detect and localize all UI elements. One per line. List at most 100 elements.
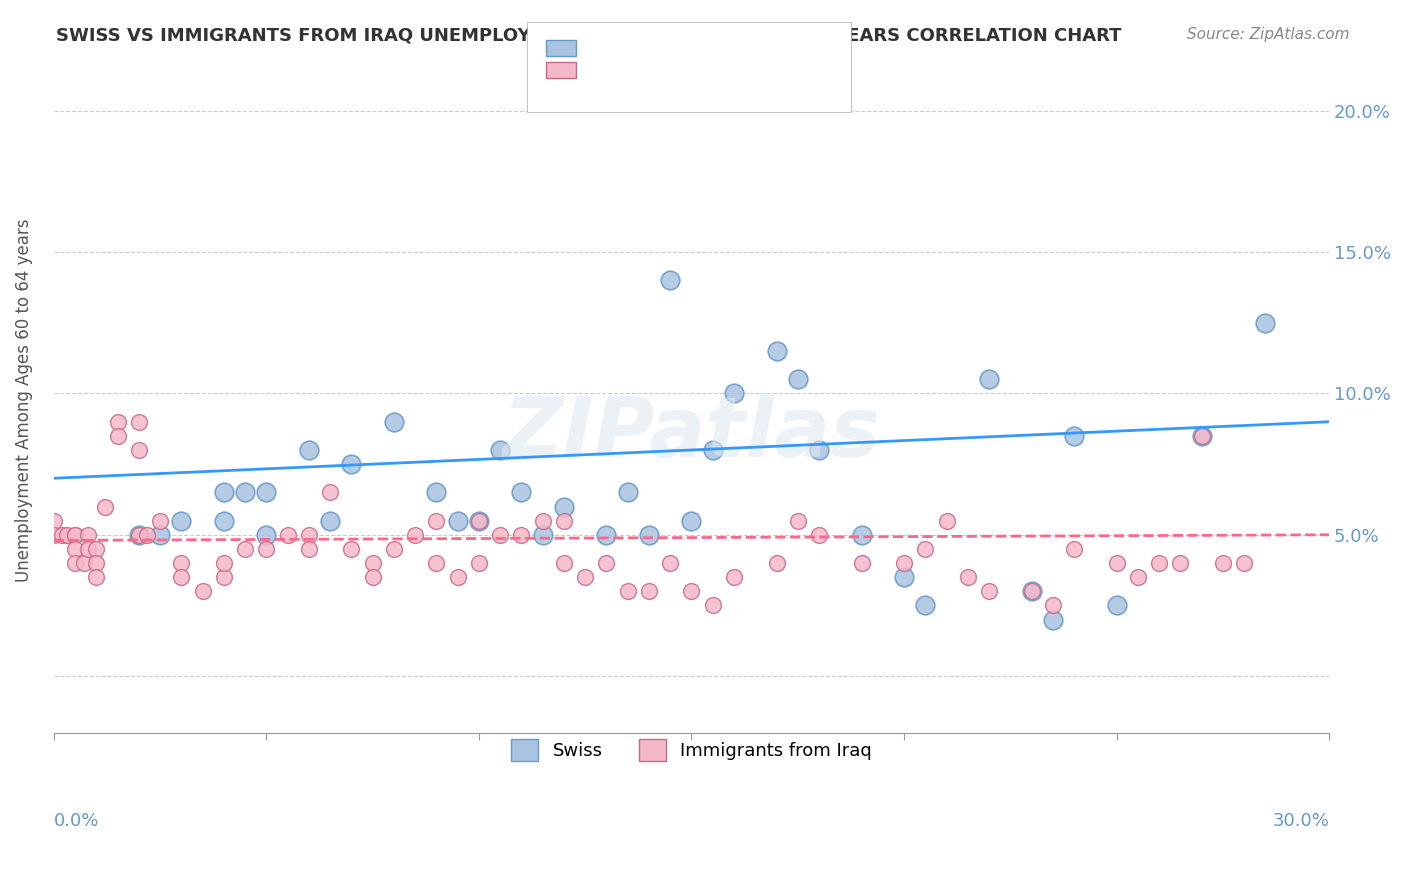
Point: [447, 570, 470, 584]
Point: [1147, 556, 1170, 570]
Point: [149, 528, 172, 542]
Point: [233, 485, 256, 500]
Point: [319, 514, 342, 528]
Point: [702, 442, 724, 457]
Point: [616, 584, 638, 599]
Point: [86, 570, 108, 584]
Point: [638, 528, 661, 542]
Point: [136, 528, 159, 542]
Point: [170, 514, 193, 528]
Point: [765, 344, 787, 359]
Text: ZIPatlas: ZIPatlas: [502, 393, 880, 475]
Point: [298, 541, 321, 556]
Point: [191, 584, 214, 599]
Point: [851, 528, 873, 542]
Point: [212, 514, 235, 528]
Point: [86, 541, 108, 556]
Point: [723, 386, 745, 401]
Point: [128, 528, 150, 542]
Point: [149, 514, 172, 528]
Point: [170, 556, 193, 570]
Point: [659, 273, 682, 287]
Point: [616, 485, 638, 500]
Point: [1212, 556, 1234, 570]
Point: [1191, 429, 1213, 443]
Point: [51, 528, 73, 542]
Point: [659, 556, 682, 570]
Point: [128, 528, 150, 542]
Text: R = 0.109: R = 0.109: [582, 38, 665, 56]
Point: [63, 541, 86, 556]
Point: [1021, 584, 1043, 599]
Point: [361, 570, 384, 584]
Point: [595, 556, 617, 570]
Point: [786, 372, 808, 386]
Legend: Swiss, Immigrants from Iraq: Swiss, Immigrants from Iraq: [502, 730, 882, 770]
Point: [212, 485, 235, 500]
Point: [1021, 584, 1043, 599]
Point: [893, 556, 915, 570]
Text: N = 75: N = 75: [703, 61, 765, 78]
Point: [382, 541, 405, 556]
Point: [42, 528, 65, 542]
Point: [55, 528, 77, 542]
Point: [76, 528, 98, 542]
Point: [212, 570, 235, 584]
Point: [681, 514, 703, 528]
Point: [254, 541, 277, 556]
Point: [63, 556, 86, 570]
Point: [1126, 570, 1149, 584]
Point: [1042, 613, 1064, 627]
Point: [723, 570, 745, 584]
Y-axis label: Unemployment Among Ages 60 to 64 years: Unemployment Among Ages 60 to 64 years: [15, 219, 32, 582]
Point: [340, 457, 363, 471]
Point: [170, 570, 193, 584]
Point: [212, 556, 235, 570]
Point: [468, 556, 491, 570]
Point: [42, 514, 65, 528]
Point: [468, 514, 491, 528]
Point: [340, 541, 363, 556]
Point: [489, 442, 512, 457]
Text: SWISS VS IMMIGRANTS FROM IRAQ UNEMPLOYMENT AMONG AGES 60 TO 64 YEARS CORRELATION: SWISS VS IMMIGRANTS FROM IRAQ UNEMPLOYME…: [56, 27, 1122, 45]
Point: [361, 556, 384, 570]
Point: [233, 541, 256, 556]
Text: 30.0%: 30.0%: [1272, 812, 1329, 830]
Point: [468, 514, 491, 528]
Point: [977, 584, 1000, 599]
Point: [489, 528, 512, 542]
Point: [425, 485, 447, 500]
Point: [510, 485, 533, 500]
Point: [531, 514, 554, 528]
Point: [574, 570, 596, 584]
Point: [107, 415, 129, 429]
Point: [956, 570, 979, 584]
Text: R = 0.010: R = 0.010: [582, 61, 665, 78]
Point: [808, 442, 831, 457]
Point: [1063, 429, 1085, 443]
Point: [1191, 429, 1213, 443]
Point: [681, 584, 703, 599]
Point: [893, 570, 915, 584]
Point: [107, 429, 129, 443]
Point: [702, 599, 724, 613]
Point: [319, 485, 342, 500]
Point: [76, 541, 98, 556]
Point: [765, 556, 787, 570]
Point: [63, 528, 86, 542]
Point: [786, 514, 808, 528]
Point: [404, 528, 426, 542]
Point: [1254, 316, 1277, 330]
Point: [914, 541, 936, 556]
Point: [553, 514, 575, 528]
Point: [553, 556, 575, 570]
Point: [808, 528, 831, 542]
Point: [298, 528, 321, 542]
Text: Source: ZipAtlas.com: Source: ZipAtlas.com: [1187, 27, 1350, 42]
Point: [1105, 599, 1128, 613]
Text: N = 39: N = 39: [703, 38, 765, 56]
Point: [595, 528, 617, 542]
Point: [1063, 541, 1085, 556]
Point: [977, 372, 1000, 386]
Point: [382, 415, 405, 429]
